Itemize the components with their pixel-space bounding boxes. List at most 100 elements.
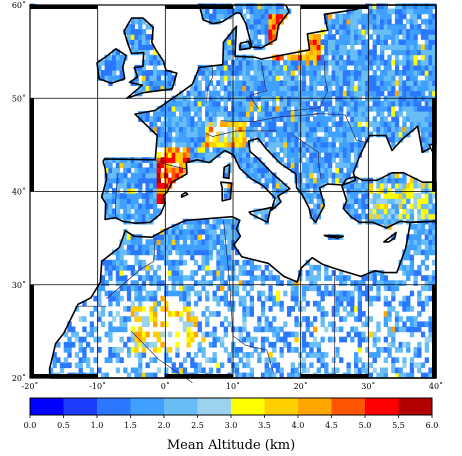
altitude-pixel	[402, 44, 407, 51]
altitude-pixel	[420, 131, 426, 138]
altitude-pixel	[234, 54, 240, 61]
altitude-pixel	[316, 147, 321, 153]
altitude-pixel	[260, 3, 266, 10]
altitude-pixel	[409, 208, 415, 215]
altitude-pixel	[242, 295, 247, 302]
altitude-pixel	[298, 126, 303, 133]
altitude-pixel	[350, 116, 355, 122]
altitude-pixel	[149, 249, 154, 256]
altitude-pixel	[283, 85, 288, 92]
altitude-pixel	[361, 90, 366, 97]
altitude-pixel	[432, 203, 437, 210]
altitude-pixel	[391, 80, 396, 86]
altitude-pixel	[398, 177, 403, 184]
altitude-pixel	[398, 198, 403, 204]
altitude-pixel	[134, 290, 139, 297]
altitude-pixel	[138, 367, 143, 374]
altitude-pixel	[257, 131, 262, 138]
altitude-pixel	[246, 336, 251, 343]
altitude-pixel	[208, 105, 214, 112]
altitude-pixel	[257, 3, 262, 10]
altitude-pixel	[394, 111, 400, 117]
altitude-pixel	[56, 357, 61, 363]
altitude-pixel	[138, 300, 143, 307]
altitude-pixel	[216, 131, 221, 138]
altitude-pixel	[305, 182, 310, 189]
altitude-pixel	[409, 3, 415, 10]
altitude-pixel	[394, 100, 400, 107]
altitude-pixel	[238, 90, 243, 97]
altitude-pixel	[417, 208, 422, 215]
altitude-pixel	[376, 100, 381, 107]
altitude-pixel	[383, 285, 388, 292]
altitude-pixel	[149, 85, 154, 92]
altitude-pixel	[331, 157, 336, 163]
altitude-pixel	[380, 218, 385, 225]
altitude-pixel	[380, 111, 385, 117]
altitude-pixel	[309, 34, 314, 40]
altitude-pixel	[264, 75, 269, 81]
altitude-pixel	[130, 213, 135, 220]
altitude-pixel	[413, 182, 418, 189]
altitude-pixel	[294, 331, 299, 338]
altitude-pixel	[368, 362, 374, 369]
altitude-pixel	[126, 285, 132, 292]
altitude-pixel	[402, 306, 407, 312]
altitude-pixel	[220, 280, 225, 286]
altitude-pixel	[190, 239, 195, 245]
altitude-pixel	[290, 157, 295, 163]
altitude-pixel	[387, 18, 392, 25]
altitude-pixel	[190, 116, 195, 122]
altitude-pixel	[175, 290, 180, 297]
altitude-pixel	[335, 152, 340, 158]
altitude-pixel	[272, 362, 277, 369]
altitude-pixel	[428, 213, 433, 220]
altitude-pixel	[249, 8, 254, 15]
altitude-pixel	[130, 347, 135, 353]
altitude-pixel	[227, 182, 232, 189]
altitude-pixel	[115, 357, 121, 363]
altitude-pixel	[153, 372, 158, 379]
altitude-pixel	[424, 275, 429, 281]
altitude-pixel	[361, 141, 366, 148]
altitude-pixel	[376, 270, 381, 276]
altitude-pixel	[108, 331, 113, 338]
altitude-pixel	[432, 29, 437, 35]
altitude-pixel	[212, 70, 217, 76]
altitude-pixel	[313, 59, 318, 66]
altitude-pixel	[313, 203, 318, 210]
altitude-pixel	[220, 249, 225, 256]
altitude-pixel	[268, 326, 273, 333]
altitude-pixel	[275, 126, 281, 133]
altitude-pixel	[182, 131, 188, 138]
altitude-pixel	[339, 326, 344, 333]
altitude-pixel	[153, 167, 158, 174]
altitude-pixel	[130, 18, 135, 25]
altitude-pixel	[287, 116, 292, 122]
altitude-pixel	[249, 59, 254, 66]
altitude-pixel	[141, 64, 147, 71]
altitude-pixel	[205, 316, 210, 322]
altitude-pixel	[301, 367, 307, 374]
altitude-pixel	[156, 116, 161, 122]
altitude-pixel	[201, 244, 206, 251]
altitude-pixel	[126, 198, 132, 204]
altitude-pixel	[216, 90, 221, 97]
altitude-pixel	[283, 75, 288, 81]
altitude-pixel	[268, 357, 273, 363]
altitude-pixel	[149, 167, 154, 174]
altitude-pixel	[387, 300, 392, 307]
altitude-pixel	[387, 341, 392, 348]
altitude-pixel	[201, 90, 206, 97]
altitude-pixel	[313, 44, 318, 51]
altitude-pixel	[100, 59, 106, 66]
altitude-pixel	[82, 347, 87, 353]
altitude-pixel	[327, 80, 333, 86]
altitude-pixel	[346, 34, 351, 40]
altitude-pixel	[327, 34, 333, 40]
altitude-pixel	[153, 295, 158, 302]
altitude-pixel	[175, 100, 180, 107]
altitude-pixel	[387, 111, 392, 117]
altitude-pixel	[331, 290, 336, 297]
altitude-pixel	[86, 362, 91, 369]
